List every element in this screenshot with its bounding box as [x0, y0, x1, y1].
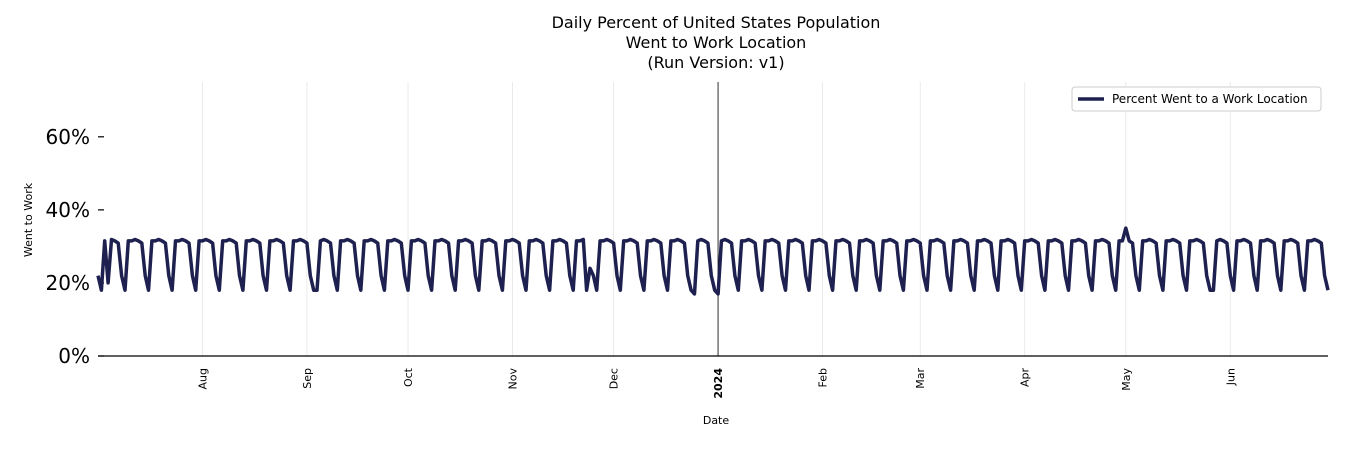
legend-entry-label: Percent Went to a Work Location [1112, 92, 1308, 106]
x-axis-label: Date [703, 414, 730, 427]
y-tick-label: 40% [46, 198, 90, 222]
legend-box [1071, 86, 1322, 112]
chart-title-line-3: (Run Version: v1) [647, 53, 784, 72]
legend: Percent Went to a Work Location [1071, 86, 1322, 112]
x-tick-label: Mar [914, 368, 927, 389]
y-axis-label: Went to Work [22, 182, 35, 257]
x-axis: Aug Sep Oct Nov Dec 2024 Feb Mar Apr May Jun [196, 367, 1237, 398]
x-tick-label: Dec [608, 368, 621, 389]
chart-title-line-2: Went to Work Location [626, 33, 807, 52]
y-tick-label: 60% [46, 125, 90, 149]
x-tick-label: 2024 [712, 368, 725, 399]
x-tick-label: Nov [506, 368, 519, 390]
x-tick-label: May [1120, 368, 1133, 391]
y-axis: 0% 20% 40% 60% [46, 125, 104, 368]
x-tick-label: Sep [301, 368, 314, 389]
chart-title-line-1: Daily Percent of United States Populatio… [552, 13, 881, 32]
y-tick-label: 20% [46, 271, 90, 295]
y-tick-label: 0% [58, 344, 90, 368]
x-tick-label: Feb [817, 368, 830, 387]
x-tick-label: Aug [196, 368, 209, 389]
x-tick-label: Apr [1019, 368, 1032, 388]
x-tick-label: Jun [1224, 368, 1237, 386]
vertical-gridlines [202, 82, 1231, 356]
series-line-percent-went-to-work [96, 226, 1330, 296]
chart-title: Daily Percent of United States Populatio… [552, 13, 881, 72]
x-tick-label: Oct [402, 367, 415, 387]
